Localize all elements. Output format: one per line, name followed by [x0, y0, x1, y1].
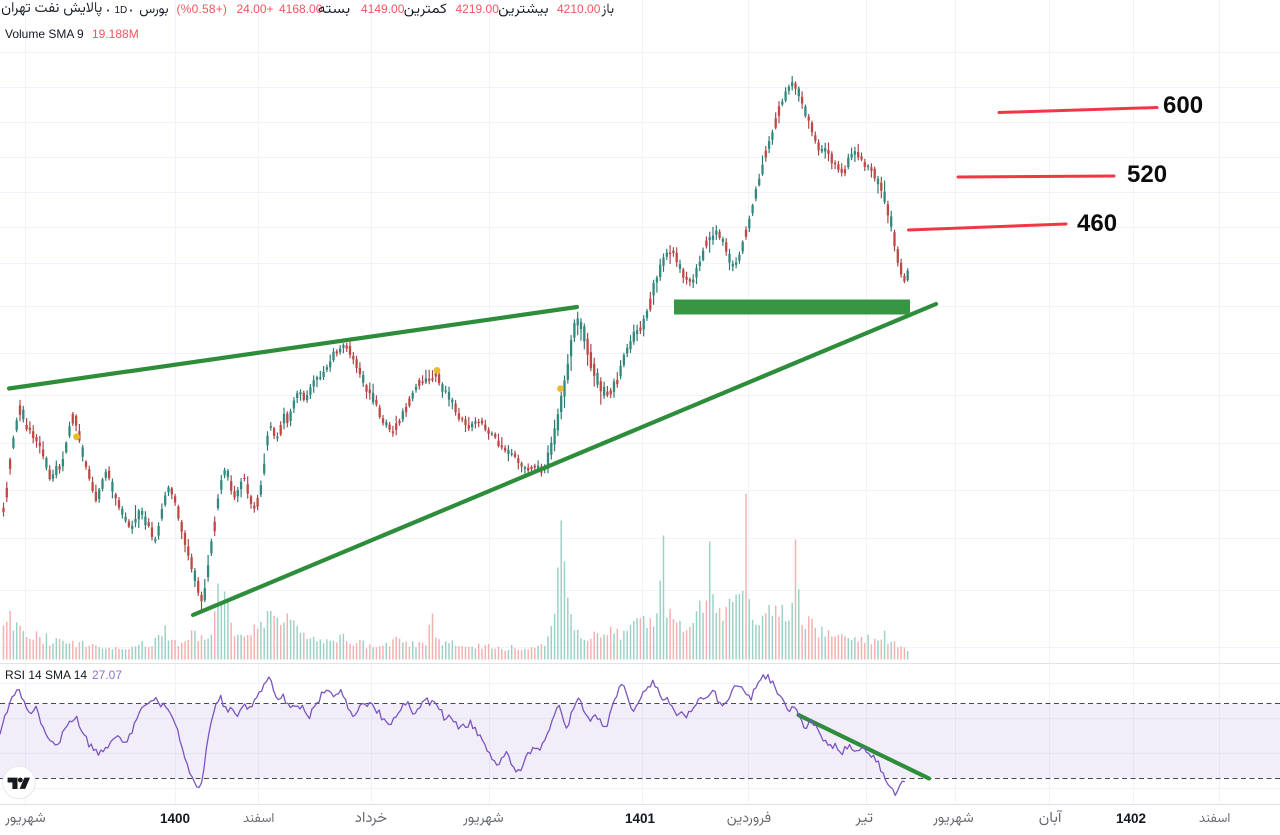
svg-text:4168.00: 4168.00 — [279, 2, 323, 16]
svg-text:1402: 1402 — [1116, 811, 1146, 826]
svg-text:19.188M: 19.188M — [92, 27, 139, 41]
svg-text:24.00+: 24.00+ — [237, 2, 274, 16]
svg-text:460: 460 — [1077, 210, 1117, 237]
svg-text:Volume SMA 9: Volume SMA 9 — [5, 27, 84, 41]
svg-text:1400: 1400 — [160, 811, 190, 826]
svg-text:520: 520 — [1127, 161, 1167, 188]
svg-text:4210.00: 4210.00 — [557, 2, 601, 16]
svg-text:(%0.58+): (%0.58+) — [177, 2, 228, 16]
svg-text:4149.00: 4149.00 — [361, 2, 405, 16]
svg-text:1D: 1D — [115, 5, 128, 16]
svg-text:1401: 1401 — [625, 811, 656, 826]
svg-text:600: 600 — [1163, 92, 1203, 119]
svg-text:RSI 14 SMA 14: RSI 14 SMA 14 — [5, 668, 87, 682]
svg-text:27.07: 27.07 — [92, 668, 122, 682]
svg-text:4219.00: 4219.00 — [456, 2, 500, 16]
